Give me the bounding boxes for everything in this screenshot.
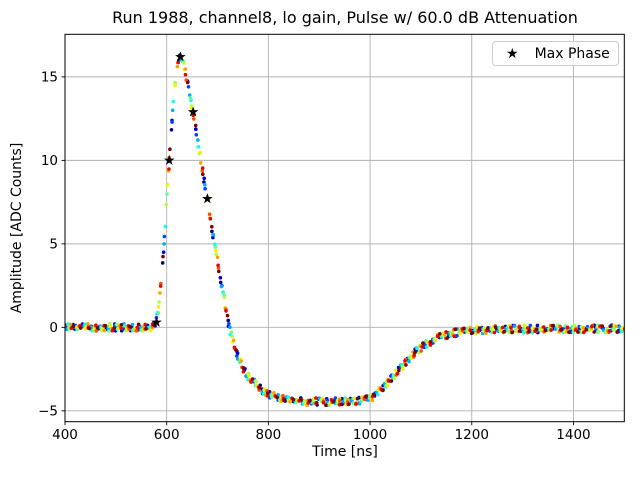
tick-labels: 400 600 800 1000 1200 1400 −5 0 5 10 15 (38, 70, 591, 444)
star-icon: ★ (506, 45, 519, 62)
max-phase-markers (151, 51, 213, 327)
svg-text:400: 400 (52, 427, 78, 443)
gridlines (64, 34, 625, 422)
svg-text:10: 10 (41, 153, 58, 169)
scatter-points (65, 53, 625, 408)
svg-text:15: 15 (41, 70, 58, 86)
x-axis-label: Time [ns] (312, 444, 378, 460)
svg-text:1400: 1400 (556, 427, 590, 443)
svg-text:0: 0 (49, 320, 58, 336)
svg-text:600: 600 (154, 427, 180, 443)
svg-text:800: 800 (255, 427, 281, 443)
chart-title: Run 1988, channel8, lo gain, Pulse w/ 60… (112, 8, 578, 27)
legend-label: Max Phase (534, 45, 610, 62)
svg-text:1200: 1200 (455, 427, 489, 443)
legend: ★ Max Phase (492, 41, 619, 66)
svg-text:−5: −5 (38, 404, 58, 420)
svg-text:5: 5 (49, 237, 58, 253)
svg-text:1000: 1000 (353, 427, 387, 443)
axis-ticks (61, 76, 574, 426)
plot-border (64, 33, 625, 423)
